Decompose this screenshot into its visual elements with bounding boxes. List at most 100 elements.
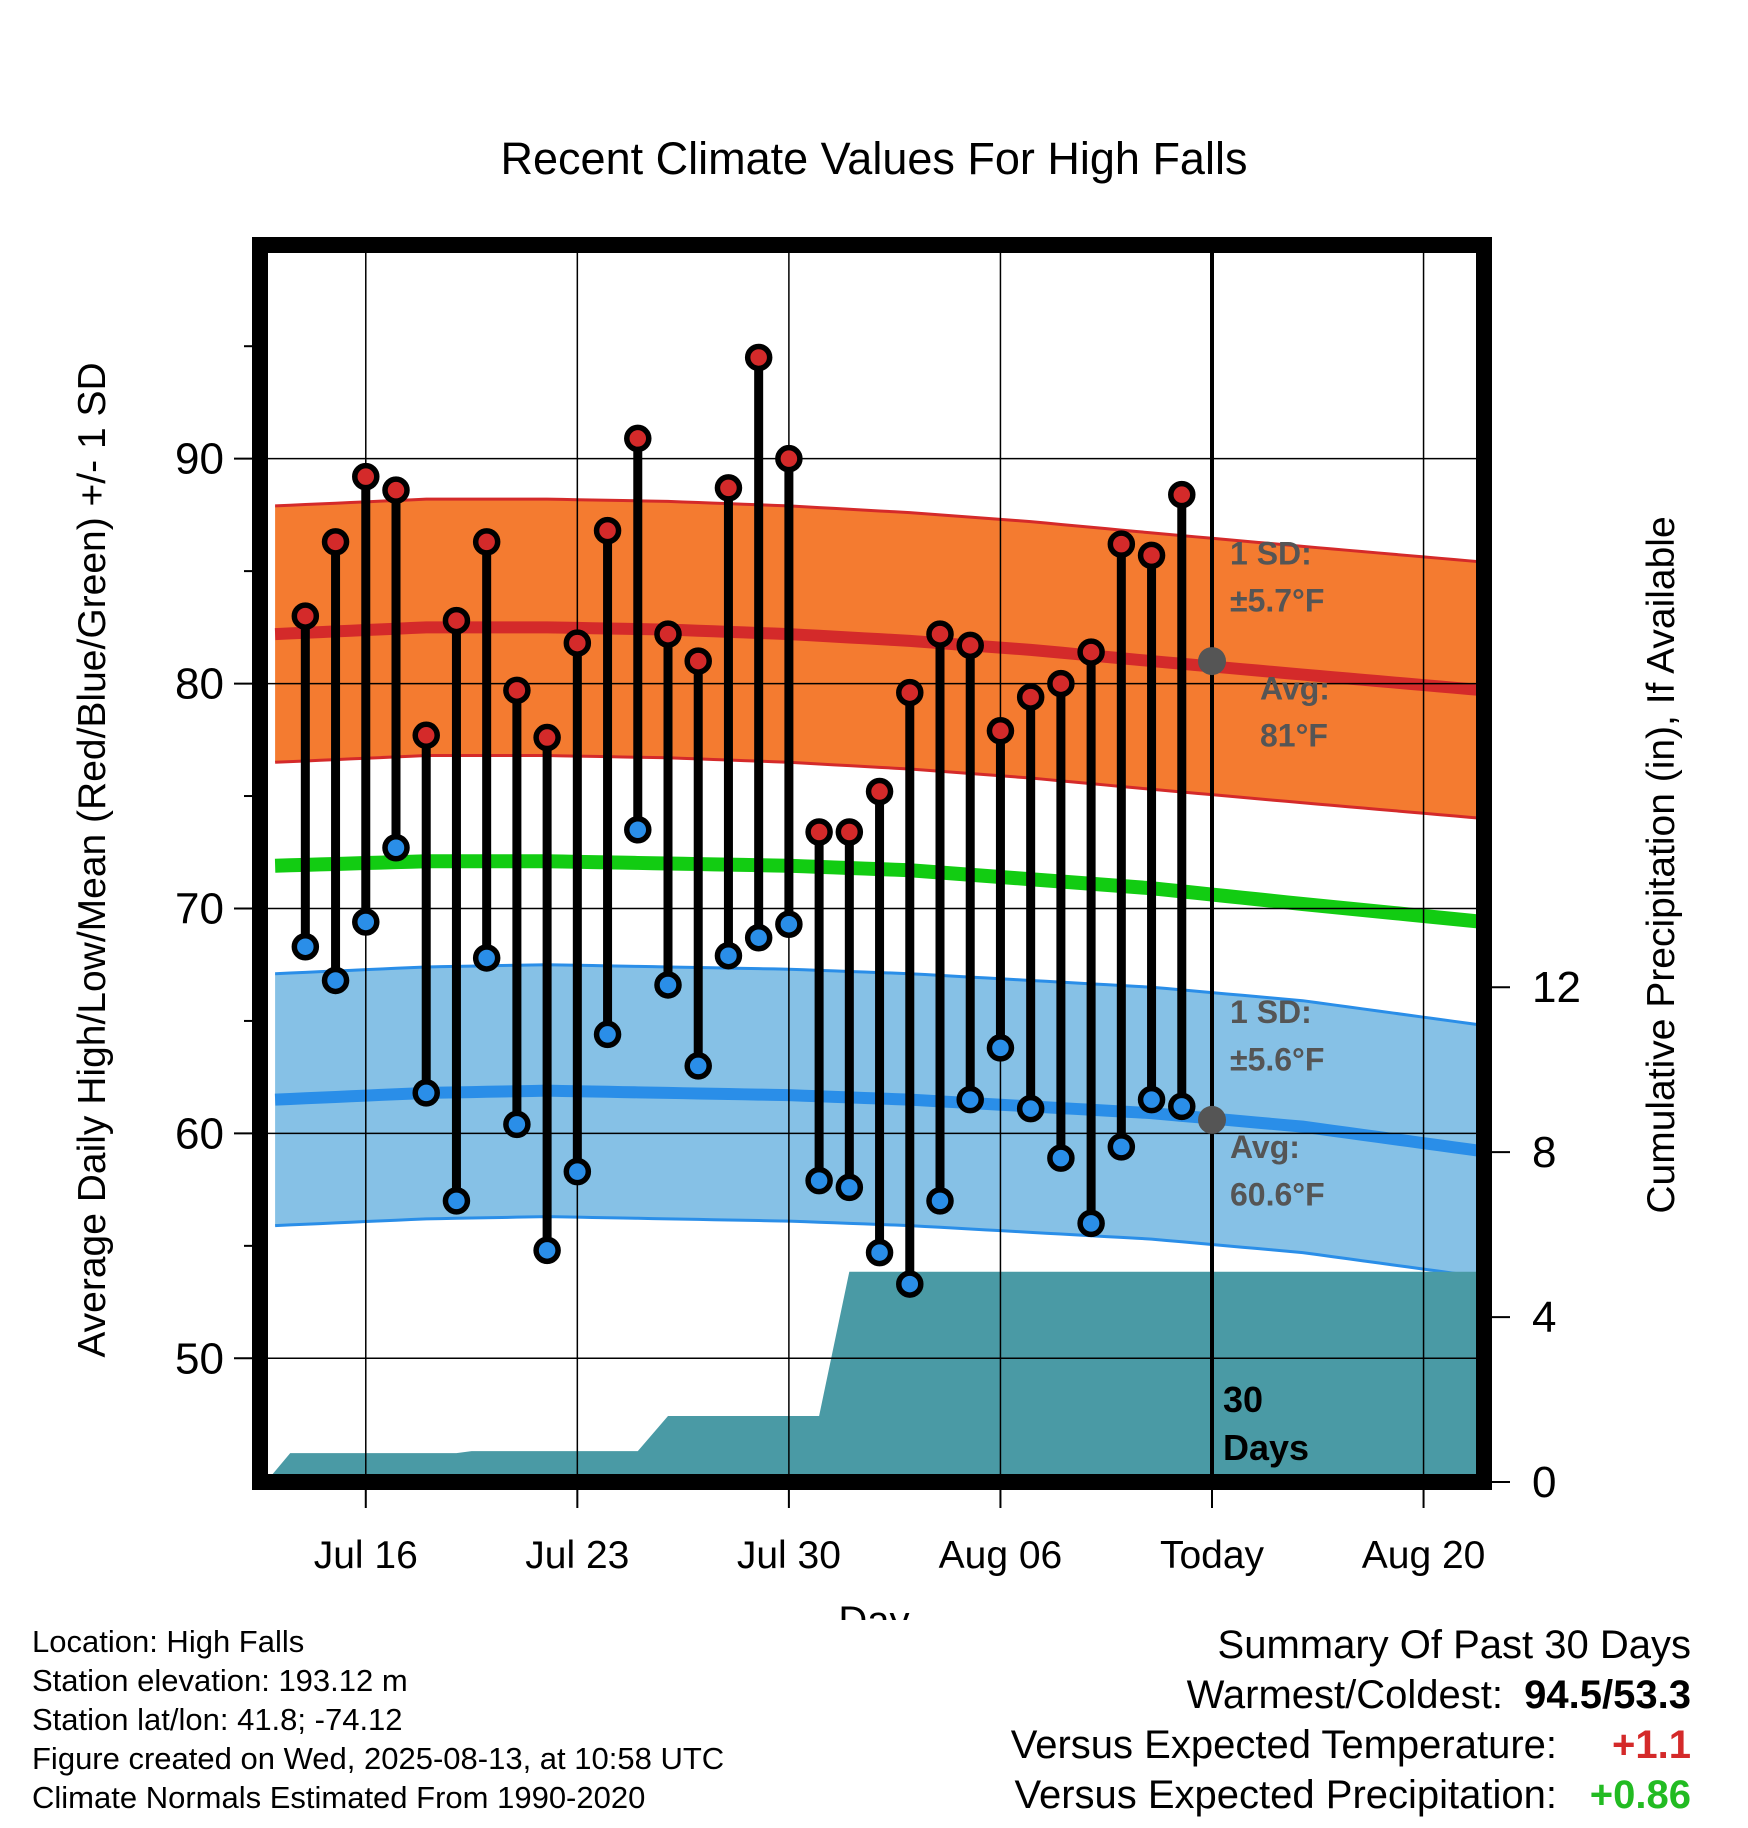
low-point <box>593 1020 622 1049</box>
high-sd-title: 1 SD: <box>1230 535 1312 571</box>
normals-text: Climate Normals Estimated From 1990-2020 <box>32 1780 646 1815</box>
x-tick-label: Aug 06 <box>939 1534 1063 1577</box>
low-point <box>1016 1094 1045 1123</box>
high-sd-band-lower <box>275 754 1484 821</box>
high-point <box>563 629 592 657</box>
summary-temp-value: +1.1 <box>1612 1723 1691 1767</box>
high-point <box>533 723 561 752</box>
latlon-text: Station lat/lon: 41.8; -74.12 <box>32 1702 403 1737</box>
y-tick-label: 90 <box>175 435 224 484</box>
elevation-text: Station elevation: 193.12 m <box>32 1663 408 1698</box>
high-point <box>714 474 743 502</box>
high-point <box>1077 638 1105 666</box>
high-point <box>472 528 501 556</box>
low-sd-title: 1 SD: <box>1230 994 1312 1030</box>
y-axis-label-right: Cumulative Precipitation (in), If Availa… <box>1640 516 1683 1213</box>
low-point <box>744 923 773 952</box>
low-point <box>1137 1085 1166 1114</box>
precip-area <box>266 1271 1484 1482</box>
y-right-tick-label: 8 <box>1532 1128 1556 1177</box>
low-today-avg-dot <box>1198 1105 1226 1134</box>
low-point <box>442 1187 471 1215</box>
high-point <box>805 818 833 846</box>
y-right-tick-label: 4 <box>1532 1293 1556 1342</box>
high-today-avg-dot <box>1198 647 1226 676</box>
high-avg-line <box>274 621 1484 697</box>
summary-temp-row: Versus Expected Temperature: +1.1 <box>1011 1720 1691 1770</box>
summary-precip-label: Versus Expected Precipitation: <box>1014 1773 1557 1817</box>
location-text: Location: High Falls <box>32 1624 305 1659</box>
x-tick-label: Today <box>1160 1534 1265 1577</box>
low-point <box>714 941 743 970</box>
y-tick-label: 50 <box>175 1334 224 1383</box>
low-point <box>533 1236 561 1265</box>
low-avg-value: 60.6°F <box>1230 1176 1325 1212</box>
low-point <box>472 944 501 972</box>
summary-warmest-label: Warmest/Coldest: <box>1186 1673 1503 1717</box>
high-point <box>352 462 380 491</box>
low-point <box>624 816 652 844</box>
low-point <box>1107 1133 1136 1161</box>
high-point <box>1107 530 1136 558</box>
low-point <box>684 1052 712 1080</box>
low-point <box>865 1238 894 1267</box>
summary-precip-row: Versus Expected Precipitation: +0.86 <box>1011 1770 1691 1820</box>
low-point <box>291 932 320 961</box>
high-point <box>321 528 350 556</box>
y-right-tick-label: 12 <box>1532 963 1581 1012</box>
low-avg-title: Avg: <box>1230 1129 1300 1165</box>
low-point <box>896 1270 924 1298</box>
high-point <box>1137 541 1166 570</box>
low-point <box>805 1166 833 1195</box>
days-label-number: 30 <box>1223 1379 1263 1420</box>
high-avg-value: 81°F <box>1260 718 1328 754</box>
low-point <box>775 910 803 938</box>
chart-title: Recent Climate Values For High Falls <box>501 133 1248 184</box>
y-tick-label: 80 <box>175 660 224 709</box>
y-tick-label: 60 <box>175 1109 224 1158</box>
high-point <box>956 631 984 660</box>
low-point <box>1168 1092 1196 1121</box>
summary-panel: Summary Of Past 30 Days Warmest/Coldest:… <box>1011 1620 1691 1820</box>
y-tick-label: 70 <box>175 884 224 933</box>
high-point <box>412 721 440 750</box>
low-point <box>654 971 682 999</box>
x-tick-label: Jul 30 <box>737 1534 841 1577</box>
high-point <box>442 606 471 635</box>
low-point <box>382 834 410 862</box>
summary-temp-label: Versus Expected Temperature: <box>1010 1723 1557 1767</box>
high-sd-band-upper <box>275 497 1484 564</box>
low-point <box>835 1173 864 1202</box>
x-tick-label: Aug 20 <box>1362 1534 1486 1577</box>
y-right-tick-label: 0 <box>1532 1458 1556 1507</box>
high-point <box>654 620 682 648</box>
low-point <box>412 1079 440 1107</box>
high-point <box>624 424 652 453</box>
station-info: Location: High Falls Station elevation: … <box>32 1622 724 1817</box>
y-axis-label-left: Average Daily High/Low/Mean (Red/Blue/Gr… <box>71 362 114 1357</box>
x-axis-label: Day <box>838 1599 909 1620</box>
climate-chart: Recent Climate Values For High Falls 1 S… <box>71 133 1683 1620</box>
summary-warmest-value: 94.5/53.3 <box>1524 1673 1691 1717</box>
x-tick-label: Jul 16 <box>314 1534 418 1577</box>
high-point <box>926 620 954 648</box>
low-point <box>1047 1144 1075 1172</box>
high-point <box>1016 683 1045 711</box>
plot-frame <box>252 237 1492 1490</box>
high-point <box>1168 480 1196 509</box>
high-point <box>865 777 894 806</box>
high-point <box>896 678 924 707</box>
low-point <box>503 1110 531 1139</box>
low-point <box>321 966 350 995</box>
summary-precip-value: +0.86 <box>1589 1773 1691 1817</box>
high-point <box>1047 669 1075 698</box>
high-point <box>986 717 1015 745</box>
high-point <box>775 444 803 473</box>
high-point <box>291 602 320 630</box>
summary-title: Summary Of Past 30 Days <box>1217 1623 1691 1667</box>
plot-content <box>260 245 1484 1482</box>
high-point <box>593 516 622 545</box>
high-point <box>744 343 773 372</box>
low-point <box>986 1034 1015 1062</box>
high-point <box>835 818 864 846</box>
